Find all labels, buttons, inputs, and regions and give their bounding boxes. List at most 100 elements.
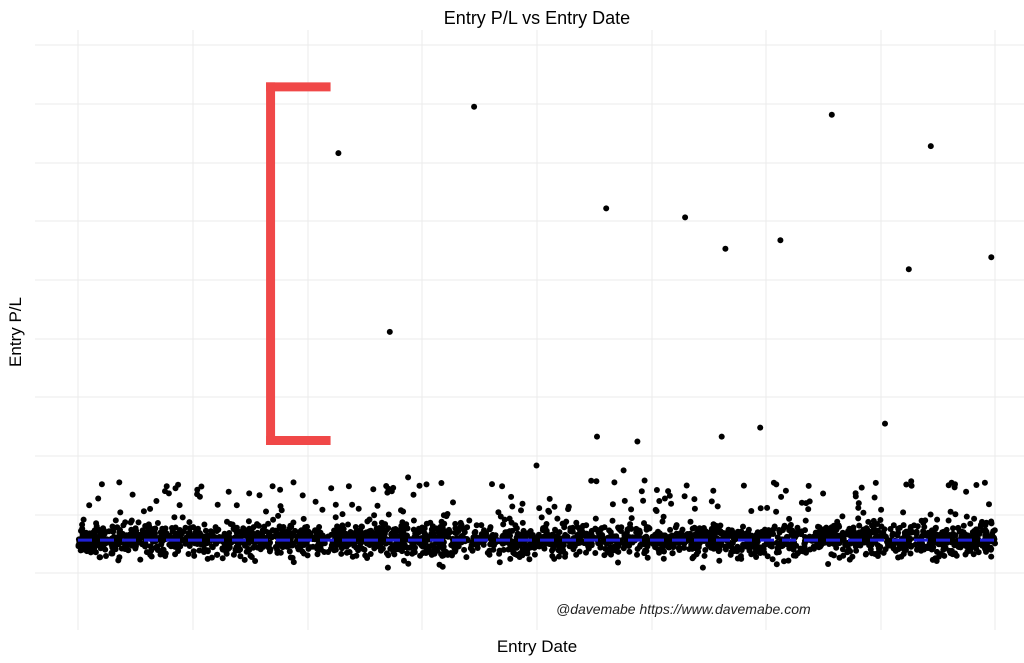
data-point: [577, 530, 584, 537]
data-point: [693, 530, 700, 537]
data-point: [351, 542, 358, 549]
data-point: [436, 540, 443, 547]
data-point: [669, 550, 676, 557]
data-point: [688, 539, 695, 546]
data-point: [153, 498, 160, 504]
data-point: [687, 530, 693, 537]
data-point: [268, 534, 275, 541]
data-point: [667, 526, 674, 533]
data-point: [740, 523, 746, 530]
data-point: [120, 522, 127, 529]
data-point: [638, 488, 645, 495]
data-point: [889, 530, 896, 537]
data-point: [683, 482, 690, 489]
data-point: [908, 542, 915, 549]
data-point: [665, 488, 672, 495]
data-point: [672, 524, 679, 531]
data-point: [378, 547, 384, 554]
data-point: [691, 496, 698, 503]
data-point: [794, 524, 801, 531]
data-point: [534, 534, 541, 541]
data-point: [858, 484, 865, 491]
data-point: [714, 503, 721, 510]
data-point: [839, 513, 846, 520]
chart-title: Entry P/L vs Entry Date: [444, 8, 630, 28]
data-point-outlier: [116, 479, 123, 486]
data-point: [848, 530, 855, 537]
data-point: [840, 552, 847, 559]
data-point: [913, 528, 920, 535]
data-point: [486, 551, 493, 558]
data-point: [421, 535, 428, 542]
data-point: [147, 505, 154, 512]
data-point: [127, 519, 134, 526]
data-point: [872, 551, 879, 557]
data-point: [918, 547, 925, 554]
data-point: [492, 532, 499, 539]
data-point: [636, 543, 643, 550]
data-point: [801, 544, 808, 550]
data-point: [560, 541, 567, 548]
data-point: [603, 540, 610, 547]
data-point: [576, 536, 583, 543]
data-point: [279, 544, 286, 551]
data-point: [186, 519, 193, 526]
data-point: [230, 551, 237, 558]
data-point: [890, 542, 897, 549]
data-point: [230, 525, 237, 532]
data-point: [666, 492, 673, 499]
data-point: [826, 541, 833, 547]
data-point-outlier: [405, 474, 412, 481]
data-point: [952, 511, 959, 518]
data-point: [618, 528, 624, 534]
x-axis-label: Entry Date: [497, 637, 577, 656]
data-point: [592, 515, 599, 522]
data-point: [643, 548, 650, 554]
data-point: [423, 481, 430, 488]
data-point: [563, 518, 570, 525]
data-point: [805, 482, 812, 489]
data-point-outlier: [927, 143, 934, 150]
data-point: [836, 523, 843, 530]
data-point: [194, 486, 201, 493]
data-point: [634, 551, 640, 558]
data-point: [314, 531, 321, 538]
data-point: [409, 550, 416, 557]
data-point: [461, 527, 468, 534]
data-point: [300, 515, 307, 522]
data-point-outlier: [634, 438, 641, 445]
data-point: [384, 489, 391, 496]
data-point: [962, 551, 969, 558]
data-point: [465, 537, 471, 544]
data-point: [860, 509, 867, 516]
data-point: [546, 508, 553, 515]
data-point: [732, 536, 739, 543]
data-point: [328, 485, 335, 492]
data-point: [786, 515, 793, 522]
data-point: [286, 548, 293, 555]
data-point: [263, 508, 269, 515]
data-point: [921, 531, 928, 538]
data-point: [753, 554, 760, 560]
data-point: [265, 520, 272, 527]
data-point-outlier: [718, 433, 725, 440]
data-point: [314, 551, 321, 558]
data-point: [677, 530, 684, 537]
data-point: [863, 550, 870, 557]
data-point: [681, 493, 688, 500]
data-point: [856, 522, 863, 529]
data-point: [760, 546, 767, 553]
data-point: [823, 524, 830, 531]
data-point: [202, 533, 209, 540]
data-point: [277, 503, 284, 510]
data-point: [656, 498, 663, 504]
data-point: [982, 546, 989, 553]
data-point: [305, 545, 312, 552]
data-point: [727, 551, 734, 558]
data-point: [898, 553, 905, 560]
data-point-outlier: [603, 205, 610, 212]
data-point: [438, 551, 445, 558]
data-point: [224, 536, 230, 543]
data-point: [531, 551, 538, 558]
data-point: [748, 508, 755, 514]
